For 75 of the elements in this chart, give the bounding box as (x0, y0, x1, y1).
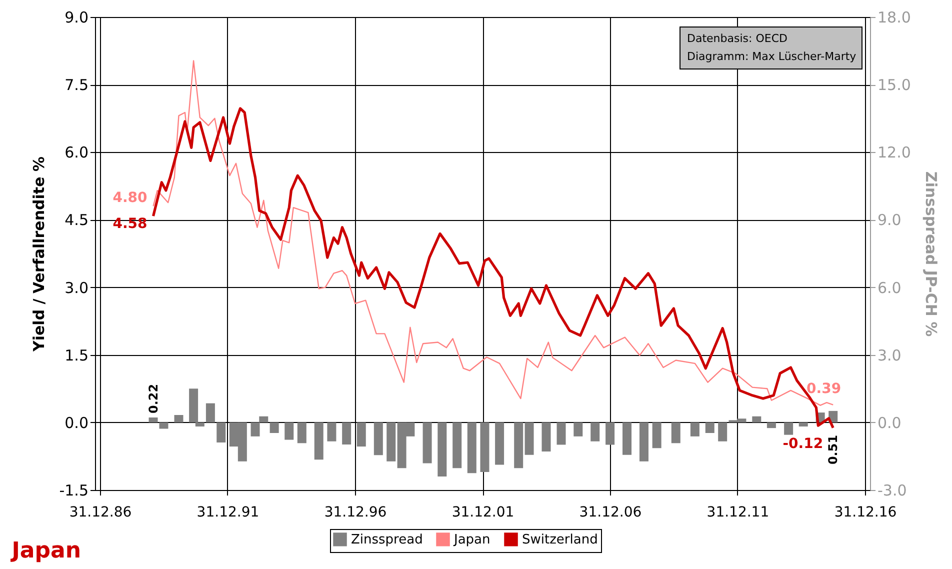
bar (270, 422, 279, 434)
bar (652, 422, 662, 448)
bar (342, 422, 352, 444)
bar (467, 422, 476, 474)
y-tick-label: 4.5 (64, 211, 88, 230)
bar (524, 422, 534, 455)
bar (356, 422, 366, 447)
x-tick-label: 31.12.91 (196, 504, 260, 520)
bar (314, 422, 324, 460)
bar (284, 422, 294, 440)
bar (422, 422, 432, 464)
bar (606, 422, 615, 445)
bar (495, 422, 504, 465)
y2-tick-label: 12.0 (878, 144, 911, 162)
bar (590, 422, 600, 442)
legend-label: Zinsspread (351, 532, 423, 548)
y2-tick-label: -3.0 (878, 482, 907, 500)
bar (206, 403, 215, 422)
bar (622, 422, 632, 455)
y-tick-label: 7.5 (64, 76, 88, 94)
y-tick-label: -1.5 (59, 482, 88, 500)
bar (766, 422, 776, 428)
y2-tick-label: 18.0 (878, 8, 911, 26)
bar (671, 422, 680, 444)
bar (480, 422, 490, 472)
bar (514, 422, 524, 468)
bar (639, 422, 648, 462)
bar (438, 422, 447, 476)
y-tick-label: 3.0 (64, 278, 88, 297)
bar (174, 414, 184, 422)
x-tick-label: 31.12.16 (834, 504, 897, 520)
data-label: 0.22 (146, 384, 160, 414)
x-tick-label: 31.12.01 (452, 504, 514, 520)
bar (705, 422, 714, 434)
bar (798, 422, 808, 426)
y2-tick-label: 0.0 (878, 414, 902, 432)
bar (386, 422, 396, 462)
bar (374, 422, 383, 456)
x-tick-label: 31.12.86 (69, 504, 132, 520)
x-tick-label: 31.12.11 (706, 504, 770, 520)
data-label: 0.39 (806, 380, 842, 397)
legend-label: Japan (453, 532, 490, 548)
bar (752, 416, 762, 422)
data-label: 0.51 (826, 434, 840, 465)
y-tick-label: 0.0 (64, 414, 88, 432)
bar (690, 422, 700, 436)
y2-tick-label: 6.0 (878, 278, 902, 297)
y2-axis-title: Zinsspread JP-CH % (922, 171, 940, 337)
bar (718, 422, 728, 442)
y2-tick-label: 3.0 (878, 346, 902, 364)
bar (784, 422, 794, 435)
bar (574, 422, 583, 436)
y-tick-label: 1.5 (64, 346, 88, 364)
annotation: Diagramm: Max Lüscher-Marty (687, 50, 857, 63)
y-axis-title: Yield / Verfallrendite % (30, 156, 48, 352)
x-tick-label: 31.12.96 (324, 504, 387, 520)
bar (556, 422, 566, 445)
data-label: 4.80 (112, 190, 148, 206)
data-label: -0.12 (782, 436, 824, 452)
text: Japan (10, 538, 82, 564)
y2-tick-label: 9.0 (878, 211, 902, 230)
bar (159, 422, 168, 429)
bar (542, 422, 551, 452)
bar (148, 417, 158, 422)
bar (452, 422, 462, 468)
x-tick-label: 31.12.06 (579, 504, 642, 520)
y-tick-label: 9.0 (64, 8, 88, 26)
y2-tick-label: 15.0 (878, 76, 911, 94)
data-label: 4.58 (112, 216, 148, 232)
y-tick-label: 6.0 (64, 144, 88, 162)
bar (216, 422, 226, 442)
bar (327, 422, 336, 442)
legend-label: Switzerland (522, 532, 598, 548)
bar (297, 422, 306, 444)
annotation: Datenbasis: OECD (687, 32, 788, 45)
